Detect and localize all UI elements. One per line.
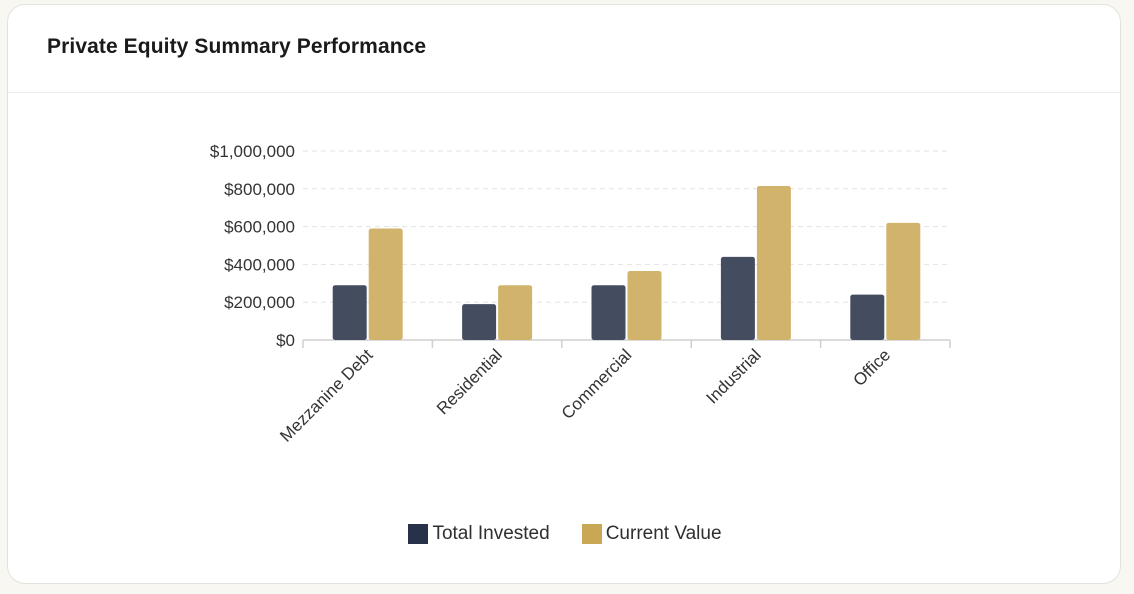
- bar-current-value: [627, 271, 662, 340]
- legend-item-current-value[interactable]: Current Value: [581, 523, 722, 545]
- x-tick-label: Mezzanine Debt: [276, 345, 376, 445]
- y-tick-label: $600,000: [224, 218, 295, 237]
- chart-legend: Total Invested Current Value: [8, 523, 1120, 545]
- legend-swatch-total-invested: [408, 524, 429, 544]
- y-tick-label: $200,000: [224, 293, 295, 312]
- bar-current-value: [756, 185, 791, 340]
- legend-swatch-current-value: [581, 524, 602, 544]
- bar-chart: $0 $200,000 $400,000 $600,000 $800,000 $1,000…: [210, 142, 951, 446]
- x-tick-label: Commercial: [558, 345, 636, 423]
- legend-label-total-invested: Total Invested: [432, 523, 550, 544]
- y-tick-label: $1,000,000: [210, 142, 295, 161]
- bar-total-invested: [720, 256, 755, 340]
- bar-total-invested: [591, 285, 626, 340]
- bar-total-invested: [332, 285, 367, 340]
- bar-total-invested: [462, 304, 497, 340]
- x-tick-label: Industrial: [703, 345, 765, 407]
- y-tick-label: $400,000: [224, 255, 295, 274]
- y-tick-label: $800,000: [224, 180, 295, 199]
- bar-total-invested: [850, 294, 885, 340]
- x-tick-label: Residential: [433, 345, 506, 418]
- chart-card: Private Equity Summary Performance $0 $20…: [7, 4, 1121, 584]
- chart-area: $0 $200,000 $400,000 $600,000 $800,000 $1,000…: [8, 93, 1120, 583]
- card-title: Private Equity Summary Performance: [47, 35, 427, 58]
- bar-current-value: [886, 222, 921, 340]
- bar-current-value: [368, 228, 403, 340]
- bar-current-value: [498, 285, 533, 340]
- y-tick-label: $0: [276, 331, 295, 350]
- legend-item-total-invested[interactable]: Total Invested: [408, 523, 550, 545]
- card-header: Private Equity Summary Performance: [8, 5, 1120, 93]
- x-tick-label: Office: [850, 345, 895, 390]
- legend-label-current-value: Current Value: [605, 523, 722, 544]
